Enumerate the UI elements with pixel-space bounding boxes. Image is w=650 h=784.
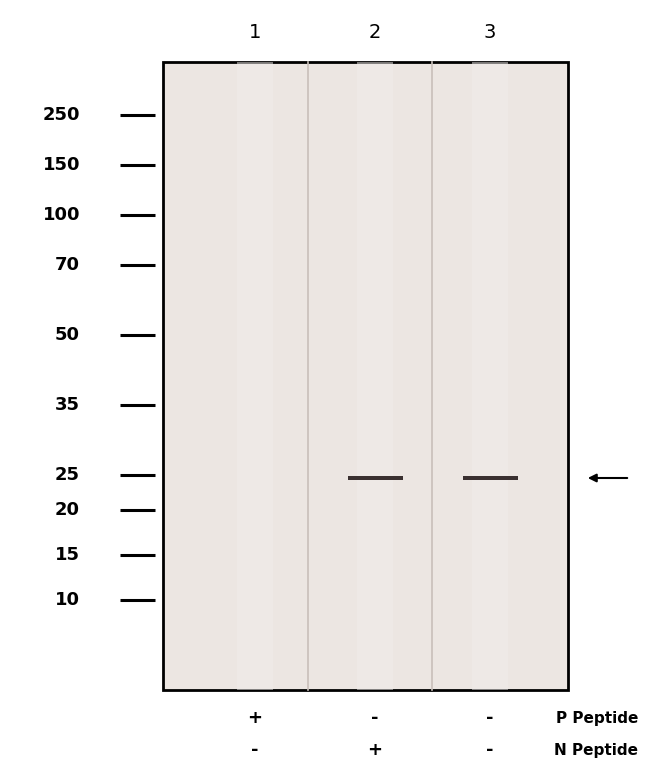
Bar [163, 62, 568, 690]
Text: -: - [371, 709, 379, 727]
Text: 20: 20 [55, 501, 80, 519]
Text: -: - [486, 709, 494, 727]
Text: 25: 25 [55, 466, 80, 484]
Text: +: + [367, 741, 382, 759]
Text: +: + [248, 709, 263, 727]
Bar [348, 476, 402, 480]
Text: 100: 100 [42, 206, 80, 224]
Text: N Peptide: N Peptide [554, 742, 638, 757]
Bar [357, 62, 393, 690]
Bar [237, 62, 273, 690]
Text: 50: 50 [55, 326, 80, 344]
Text: 15: 15 [55, 546, 80, 564]
Text: P Peptide: P Peptide [556, 710, 638, 725]
Text: 3: 3 [484, 23, 496, 42]
Text: 10: 10 [55, 591, 80, 609]
Text: -: - [486, 741, 494, 759]
Bar [472, 62, 508, 690]
Text: 35: 35 [55, 396, 80, 414]
Text: -: - [252, 741, 259, 759]
Text: 150: 150 [42, 156, 80, 174]
Text: 1: 1 [249, 23, 261, 42]
Text: 2: 2 [369, 23, 381, 42]
Text: 250: 250 [42, 106, 80, 124]
Text: 70: 70 [55, 256, 80, 274]
Bar [463, 476, 517, 480]
